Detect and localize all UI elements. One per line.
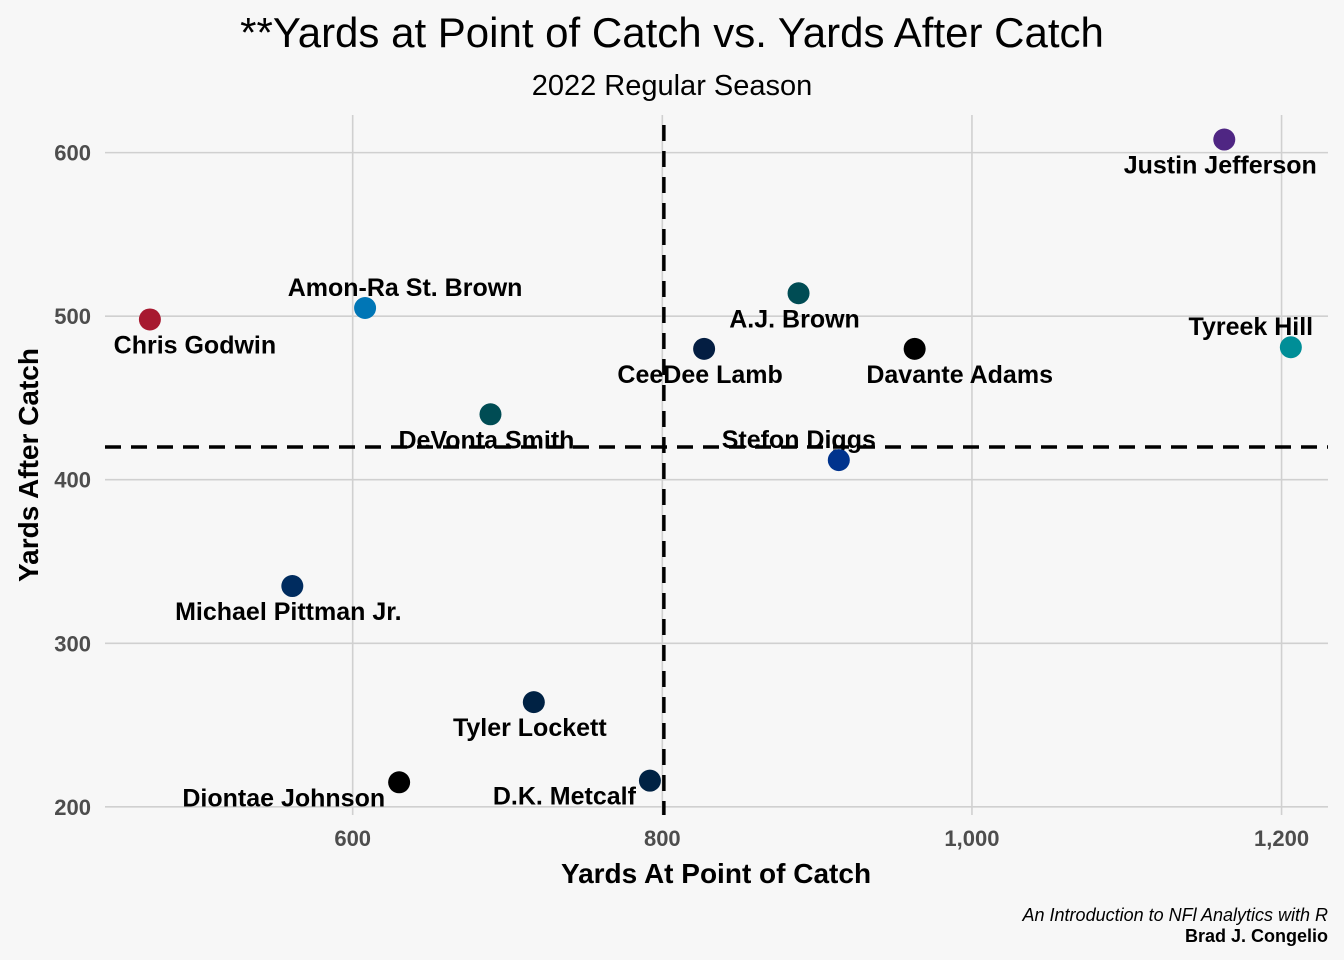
data-point	[354, 296, 377, 319]
data-point	[638, 769, 661, 792]
data-points	[138, 128, 1302, 794]
data-point	[479, 403, 502, 426]
point-label: Diontae Johnson	[182, 784, 385, 812]
caption-author: Brad J. Congelio	[1185, 926, 1328, 946]
point-label: Tyler Lockett	[453, 714, 607, 742]
point-label: Chris Godwin	[114, 331, 277, 359]
y-tick-label: 400	[54, 468, 91, 493]
y-tick-label: 200	[54, 795, 91, 820]
x-axis-title: Yards At Point of Catch	[561, 858, 871, 889]
x-tick-label: 600	[334, 826, 371, 851]
data-point	[1279, 336, 1302, 359]
point-label: CeeDee Lamb	[617, 361, 782, 389]
y-tick-label: 500	[54, 304, 91, 329]
point-label: Justin Jefferson	[1124, 152, 1317, 180]
point-label: Stefon Diggs	[722, 426, 876, 454]
point-label: Amon-Ra St. Brown	[288, 274, 523, 302]
x-tick-label: 1,200	[1254, 826, 1309, 851]
data-point	[827, 449, 850, 472]
data-point	[1213, 128, 1236, 151]
x-tick-label: 1,000	[944, 826, 999, 851]
y-tick-label: 600	[54, 141, 91, 166]
chart-title: **Yards at Point of Catch vs. Yards Afte…	[240, 9, 1104, 56]
data-point	[903, 337, 926, 360]
y-tick-label: 300	[54, 631, 91, 656]
point-label: Michael Pittman Jr.	[175, 598, 401, 626]
point-label: D.K. Metcalf	[493, 783, 637, 811]
data-point	[138, 308, 161, 331]
point-label: DeVonta Smith	[399, 426, 575, 454]
data-point	[522, 691, 545, 714]
data-point	[281, 575, 304, 598]
y-axis-title: Yards After Catch	[13, 348, 44, 582]
data-point	[388, 771, 411, 794]
caption-book-title: An Introduction to NFl Analytics with R	[1022, 905, 1328, 925]
point-label: Davante Adams	[866, 361, 1053, 389]
tick-labels: 600 800 1,000 1,200 200 300 400 500 600	[54, 141, 1309, 851]
grid-lines	[105, 115, 1328, 815]
chart-subtitle: 2022 Regular Season	[532, 70, 813, 102]
data-point	[787, 282, 810, 305]
data-point	[693, 337, 716, 360]
point-label: A.J. Brown	[729, 305, 860, 333]
x-tick-label: 800	[644, 826, 681, 851]
reference-lines	[105, 125, 1328, 815]
